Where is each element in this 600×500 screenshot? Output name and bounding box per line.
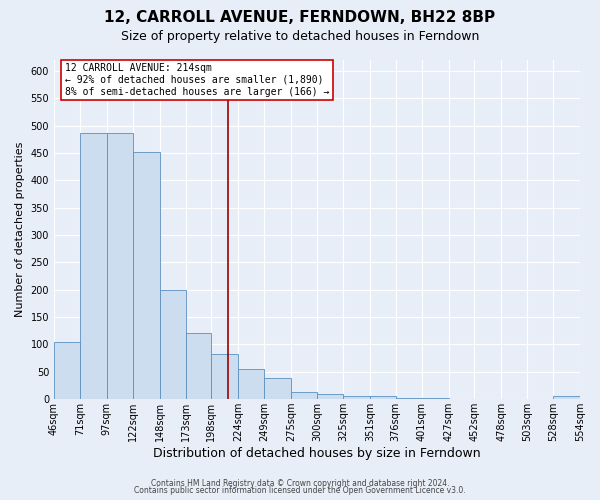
Bar (80, 133, 107, 399)
Text: Contains HM Land Registry data © Crown copyright and database right 2024.: Contains HM Land Registry data © Crown c… (151, 478, 449, 488)
Text: Size of property relative to detached houses in Ferndown: Size of property relative to detached ho… (121, 30, 479, 43)
Bar (211, 354, 238, 399)
Text: 12 CARROLL AVENUE: 214sqm
← 92% of detached houses are smaller (1,890)
8% of sem: 12 CARROLL AVENUE: 214sqm ← 92% of detac… (65, 64, 329, 96)
Bar (133, 152, 160, 399)
Bar (185, 333, 211, 399)
Bar (107, 133, 133, 399)
Text: Contains public sector information licensed under the Open Government Licence v3: Contains public sector information licen… (134, 486, 466, 495)
Y-axis label: Number of detached properties: Number of detached properties (15, 142, 25, 318)
Text: 12, CARROLL AVENUE, FERNDOWN, BH22 8BP: 12, CARROLL AVENUE, FERNDOWN, BH22 8BP (104, 10, 496, 25)
X-axis label: Distribution of detached houses by size in Ferndown: Distribution of detached houses by size … (153, 447, 481, 460)
Bar (54, 342, 80, 399)
Bar (317, 394, 343, 399)
Bar (422, 398, 449, 399)
Bar (343, 396, 370, 399)
Bar (396, 398, 422, 399)
Bar (238, 369, 264, 399)
Bar (553, 396, 580, 399)
Bar (160, 290, 185, 399)
Bar (370, 396, 396, 399)
Bar (291, 392, 317, 399)
Bar (264, 378, 291, 399)
